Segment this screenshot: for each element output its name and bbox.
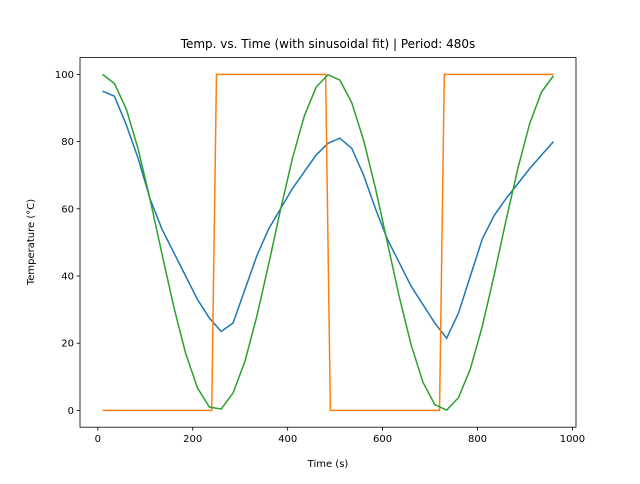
- y-tick-label: 0: [68, 406, 74, 417]
- y-tick-label: 40: [61, 272, 74, 283]
- x-tick-label: 0: [95, 434, 101, 445]
- y-axis-label: Temperature (°C): [26, 199, 37, 286]
- x-tick-label: 800: [468, 434, 487, 445]
- x-tick-label: 400: [278, 434, 297, 445]
- y-tick-label: 20: [61, 339, 74, 350]
- y-tick-label: 100: [55, 70, 74, 81]
- y-tick-label: 80: [61, 137, 74, 148]
- x-axis-label: Time (s): [307, 459, 349, 470]
- x-tick-label: 600: [373, 434, 392, 445]
- plot-area: [102, 73, 555, 412]
- y-tick-label: 60: [61, 204, 74, 215]
- series-line: [102, 73, 554, 412]
- series-line: [102, 90, 555, 340]
- axes-frame: [79, 57, 577, 428]
- x-tick-label: 200: [183, 434, 202, 445]
- series-line: [102, 73, 555, 411]
- chart-title: Temp. vs. Time (with sinusoidal fit) | P…: [180, 37, 476, 51]
- x-tick-label: 1000: [560, 434, 585, 445]
